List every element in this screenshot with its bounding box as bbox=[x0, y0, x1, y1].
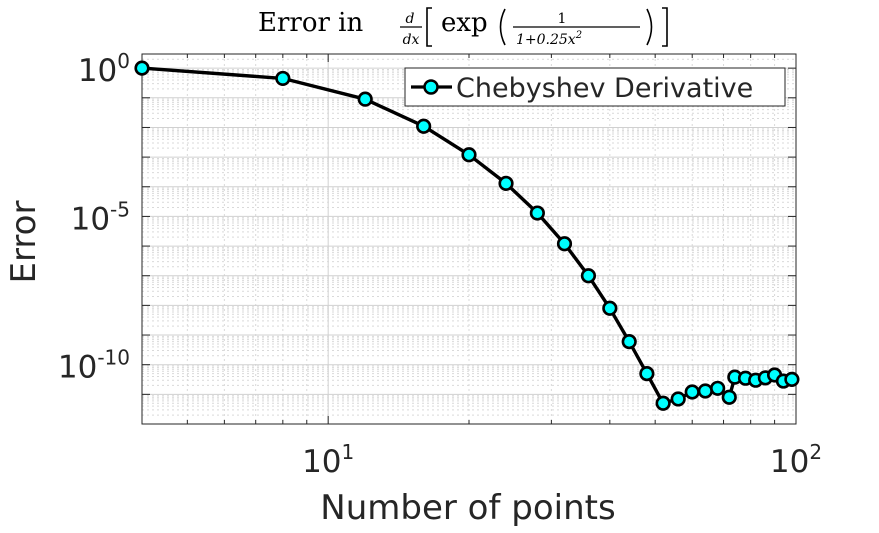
title-right-bracket bbox=[662, 7, 668, 47]
data-point bbox=[529, 205, 545, 221]
title-frac-numerator: d bbox=[406, 11, 415, 27]
data-point bbox=[710, 380, 726, 396]
data-point bbox=[580, 268, 597, 284]
series-line bbox=[141, 66, 793, 405]
y-tick-label: 100 bbox=[78, 49, 130, 89]
title-right-paren bbox=[646, 8, 653, 46]
title-frac-denominator: dx bbox=[403, 32, 420, 48]
y-tick-label: 10-10 bbox=[58, 346, 130, 386]
x-tick-label: 102 bbox=[770, 440, 822, 480]
data-point bbox=[461, 147, 477, 163]
x-tick-label: 101 bbox=[302, 440, 354, 480]
data-point bbox=[416, 118, 432, 134]
data-point bbox=[556, 236, 573, 252]
legend-marker-swatch bbox=[423, 79, 439, 95]
chart-title: Error in d dx exp 1 1+0.25x2 bbox=[258, 7, 668, 48]
title-prefix: Error in bbox=[258, 8, 363, 38]
title-inner-denominator: 1+0.25x2 bbox=[516, 30, 582, 48]
data-point bbox=[357, 91, 373, 107]
data-point bbox=[784, 371, 800, 387]
data-point bbox=[655, 395, 671, 411]
y-tick-label: 10-5 bbox=[71, 197, 130, 237]
title-left-paren bbox=[499, 8, 506, 46]
grid bbox=[141, 53, 797, 425]
legend: Chebyshev Derivative bbox=[404, 67, 786, 107]
x-axis-label: Number of points bbox=[320, 488, 615, 528]
y-axis-label: Error bbox=[4, 201, 44, 284]
data-point bbox=[639, 366, 655, 382]
title-inner-numerator: 1 bbox=[558, 11, 567, 27]
data-point bbox=[621, 334, 637, 350]
title-function: exp bbox=[441, 8, 488, 38]
legend-label: Chebyshev Derivative bbox=[456, 73, 753, 104]
data-point bbox=[684, 384, 700, 400]
legend-box bbox=[404, 67, 786, 107]
data-point bbox=[275, 70, 291, 87]
data-point bbox=[721, 389, 737, 405]
axis-ticks: 101 102 100 10-5 10-10 bbox=[58, 49, 822, 480]
data-point bbox=[697, 383, 713, 399]
data-point bbox=[498, 175, 514, 191]
title-left-bracket bbox=[426, 7, 432, 47]
data-point bbox=[134, 60, 150, 76]
series-layer bbox=[134, 60, 800, 411]
data-point bbox=[602, 300, 618, 316]
data-point bbox=[670, 391, 686, 407]
